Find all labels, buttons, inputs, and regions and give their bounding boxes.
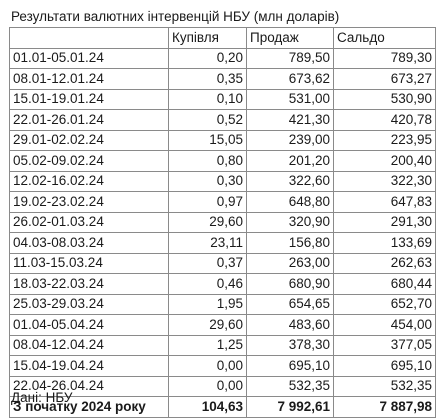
- row-balance: 322,30: [333, 170, 436, 192]
- row-period: 04.03-08.03.24: [9, 232, 169, 254]
- row-buy: 1,25: [168, 334, 247, 356]
- table-row: 18.03-22.03.24 0,46 680,90 680,44: [9, 273, 436, 295]
- table-row: 11.03-15.03.24 0,37 263,00 262,63: [9, 252, 436, 274]
- row-buy: 0,35: [168, 68, 247, 90]
- table-row: 01.01-05.01.24 0,20 789,50 789,30: [9, 47, 436, 69]
- row-period: 29.01-02.02.24: [9, 129, 169, 151]
- row-buy: 1,95: [168, 293, 247, 315]
- total-balance: 7 887,98: [333, 396, 436, 418]
- row-balance: 695,10: [333, 355, 436, 377]
- row-period: 11.03-15.03.24: [9, 252, 169, 274]
- row-sell: 483,60: [246, 314, 334, 336]
- row-balance: 133,69: [333, 232, 436, 254]
- row-sell: 239,00: [246, 129, 334, 151]
- row-sell: 320,90: [246, 211, 334, 233]
- row-balance: 377,05: [333, 334, 436, 356]
- row-period: 08.04-12.04.24: [9, 334, 169, 356]
- table-title: Результати валютних інтервенцій НБУ (млн…: [11, 9, 340, 24]
- row-sell: 421,30: [246, 109, 334, 131]
- row-buy: 23,11: [168, 232, 247, 254]
- table-row: 08.01-12.01.24 0,35 673,62 673,27: [9, 68, 436, 90]
- table-row: 22.04-26.04.24 0,00 532,35 532,35: [9, 375, 436, 397]
- row-sell: 654,65: [246, 293, 334, 315]
- row-buy: 0,37: [168, 252, 247, 274]
- row-balance: 673,27: [333, 68, 436, 90]
- source-note: Дані: НБУ: [11, 390, 73, 405]
- row-buy: 0,30: [168, 170, 247, 192]
- row-sell: 532,35: [246, 375, 334, 397]
- row-buy: 0,97: [168, 191, 247, 213]
- row-period: 26.02-01.03.24: [9, 211, 169, 233]
- row-balance: 420,78: [333, 109, 436, 131]
- row-balance: 647,83: [333, 191, 436, 213]
- table-row: 05.02-09.02.24 0,80 201,20 200,40: [9, 150, 436, 172]
- table-row: 26.02-01.03.24 29,60 320,90 291,30: [9, 211, 436, 233]
- row-sell: 156,80: [246, 232, 334, 254]
- row-sell: 322,60: [246, 170, 334, 192]
- table-row: 29.01-02.02.24 15,05 239,00 223,95: [9, 129, 436, 151]
- row-buy: 0,00: [168, 355, 247, 377]
- row-buy: 0,00: [168, 375, 247, 397]
- row-sell: 531,00: [246, 88, 334, 110]
- table-row: 15.01-19.01.24 0,10 531,00 530,90: [9, 88, 436, 110]
- row-period: 22.01-26.01.24: [9, 109, 169, 131]
- row-buy: 0,80: [168, 150, 247, 172]
- table-row: 25.03-29.03.24 1,95 654,65 652,70: [9, 293, 436, 315]
- row-period: 19.02-23.02.24: [9, 191, 169, 213]
- row-sell: 201,20: [246, 150, 334, 172]
- total-row: З початку 2024 року 104,63 7 992,61 7 887,9…: [9, 396, 436, 418]
- table-row: 08.04-12.04.24 1,25 378,30 377,05: [9, 334, 436, 356]
- header-row: Купівля Продаж Сальдо: [9, 27, 436, 49]
- row-sell: 680,90: [246, 273, 334, 295]
- table-row: 15.04-19.04.24 0,00 695,10 695,10: [9, 355, 436, 377]
- row-sell: 673,62: [246, 68, 334, 90]
- row-period: 05.02-09.02.24: [9, 150, 169, 172]
- row-period: 15.04-19.04.24: [9, 355, 169, 377]
- row-balance: 200,40: [333, 150, 436, 172]
- row-balance: 680,44: [333, 273, 436, 295]
- row-sell: 789,50: [246, 47, 334, 69]
- header-balance: Сальдо: [333, 27, 436, 49]
- table-row: 12.02-16.02.24 0,30 322,60 322,30: [9, 170, 436, 192]
- row-period: 18.03-22.03.24: [9, 273, 169, 295]
- row-sell: 378,30: [246, 334, 334, 356]
- row-sell: 263,00: [246, 252, 334, 274]
- row-buy: 15,05: [168, 129, 247, 151]
- header-period: [9, 27, 169, 49]
- row-period: 15.01-19.01.24: [9, 88, 169, 110]
- table-row: 22.01-26.01.24 0,52 421,30 420,78: [9, 109, 436, 131]
- table-body: 01.01-05.01.24 0,20 789,50 789,30 08.01-12.0…: [9, 47, 436, 418]
- row-buy: 0,10: [168, 88, 247, 110]
- row-balance: 223,95: [333, 129, 436, 151]
- row-balance: 789,30: [333, 47, 436, 69]
- row-buy: 0,20: [168, 47, 247, 69]
- row-buy: 29,60: [168, 211, 247, 233]
- total-sell: 7 992,61: [246, 396, 334, 418]
- row-period: 08.01-12.01.24: [9, 68, 169, 90]
- row-buy: 29,60: [168, 314, 247, 336]
- row-balance: 454,00: [333, 314, 436, 336]
- row-balance: 530,90: [333, 88, 436, 110]
- row-balance: 291,30: [333, 211, 436, 233]
- row-buy: 0,46: [168, 273, 247, 295]
- row-sell: 695,10: [246, 355, 334, 377]
- row-buy: 0,52: [168, 109, 247, 131]
- row-balance: 652,70: [333, 293, 436, 315]
- row-sell: 648,80: [246, 191, 334, 213]
- row-balance: 262,63: [333, 252, 436, 274]
- table-row: 19.02-23.02.24 0,97 648,80 647,83: [9, 191, 436, 213]
- row-balance: 532,35: [333, 375, 436, 397]
- header-buy: Купівля: [168, 27, 247, 49]
- row-period: 25.03-29.03.24: [9, 293, 169, 315]
- row-period: 12.02-16.02.24: [9, 170, 169, 192]
- total-buy: 104,63: [168, 396, 247, 418]
- table-row: 04.03-08.03.24 23,11 156,80 133,69: [9, 232, 436, 254]
- header-sell: Продаж: [246, 27, 334, 49]
- row-period: 01.01-05.01.24: [9, 47, 169, 69]
- table-row: 01.04-05.04.24 29,60 483,60 454,00: [9, 314, 436, 336]
- interventions-table: Купівля Продаж Сальдо 01.01-05.01.24 0,20…: [9, 27, 436, 418]
- row-period: 01.04-05.04.24: [9, 314, 169, 336]
